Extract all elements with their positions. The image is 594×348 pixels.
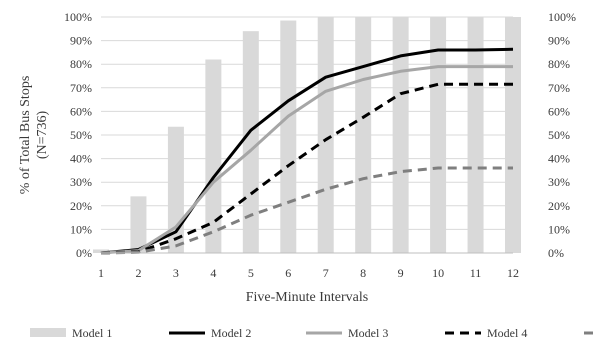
x-tick-label: 10: [432, 266, 444, 280]
x-tick-label: 5: [248, 266, 254, 280]
x-tick-labels: 1 2 3 4 5 6 7 8 9 10 11 12: [98, 266, 519, 280]
legend-item: Model 1: [30, 326, 112, 340]
x-tick-label: 6: [285, 266, 291, 280]
y-axis-title: % of Total Bus Stops: [18, 76, 33, 195]
y-tick-label-right: 50%: [548, 128, 570, 142]
y-tick-label-right: 60%: [548, 104, 570, 118]
y-tick-labels-left: 0% 10% 20% 30% 40% 50% 60% 70% 80% 90% 100%: [64, 10, 92, 260]
bar-model-1: [130, 196, 147, 253]
y-tick-label-left: 100%: [64, 10, 92, 24]
bars: [93, 17, 521, 254]
y-tick-label-right: 90%: [548, 34, 570, 48]
bar-model-1: [430, 17, 447, 253]
grid: [101, 16, 513, 254]
x-tick-label: 2: [135, 266, 141, 280]
bar-model-1: [205, 59, 222, 254]
y-tick-label-left: 80%: [70, 57, 92, 71]
y-tick-label-left: 50%: [70, 128, 92, 142]
y-tick-label-right: 70%: [548, 81, 570, 95]
x-tick-label: 9: [398, 266, 404, 280]
x-axis-title: Five-Minute Intervals: [246, 290, 368, 305]
bar-model-1: [467, 17, 484, 253]
legend-item: Model 4: [445, 326, 527, 340]
x-tick-label: 7: [323, 266, 329, 280]
bar-model-1: [317, 17, 334, 253]
bar-model-1: [242, 31, 259, 253]
legend-item: Model 5: [584, 331, 594, 335]
y-tick-label-left: 0%: [76, 246, 92, 260]
y-tick-label-left: 60%: [70, 104, 92, 118]
line-model-5: [100, 166, 513, 255]
line-model-3: [100, 65, 513, 255]
legend-label: Model 4: [487, 326, 527, 340]
y-tick-label-right: 40%: [548, 152, 570, 166]
legend-swatch: [30, 328, 66, 337]
bar-model-1: [392, 17, 409, 253]
line-model-2: [100, 47, 514, 255]
bar-model-1: [505, 17, 521, 253]
y-axis-subtitle: (N=736): [35, 111, 50, 160]
bar-model-1: [280, 20, 297, 254]
x-tick-label: 4: [210, 266, 216, 280]
x-tick-label: 1: [98, 266, 104, 280]
legend: Model 1 Model 2 Model 3 Model 4 Model 5: [30, 326, 594, 340]
x-tick-label: 3: [173, 266, 179, 280]
x-tick-label: 12: [507, 266, 519, 280]
y-tick-label-right: 80%: [548, 57, 570, 71]
y-tick-label-left: 70%: [70, 81, 92, 95]
bar-model-1: [355, 17, 372, 253]
y-tick-label-right: 0%: [548, 246, 564, 260]
legend-item: Model 2: [169, 326, 251, 340]
y-tick-label-left: 20%: [70, 199, 92, 213]
y-tick-label-right: 100%: [548, 10, 576, 24]
y-tick-label-right: 30%: [548, 175, 570, 189]
legend-label: Model 1: [72, 326, 112, 340]
lines: [100, 47, 514, 255]
y-tick-label-right: 10%: [548, 222, 570, 236]
x-tick-label: 8: [360, 266, 366, 280]
bar-model-1: [93, 249, 109, 253]
y-tick-labels-right: 0% 10% 20% 30% 40% 50% 60% 70% 80% 90% 100%: [548, 10, 576, 260]
x-tick-label: 11: [470, 266, 482, 280]
legend-label: Model 2: [211, 326, 251, 340]
legend-item: Model 3: [306, 326, 388, 340]
line-model-4: [100, 82, 513, 255]
legend-label: Model 3: [348, 326, 388, 340]
y-tick-label-right: 20%: [548, 199, 570, 213]
y-tick-label-left: 30%: [70, 175, 92, 189]
y-tick-label-left: 10%: [70, 222, 92, 236]
y-tick-label-left: 40%: [70, 152, 92, 166]
y-tick-label-left: 90%: [70, 34, 92, 48]
